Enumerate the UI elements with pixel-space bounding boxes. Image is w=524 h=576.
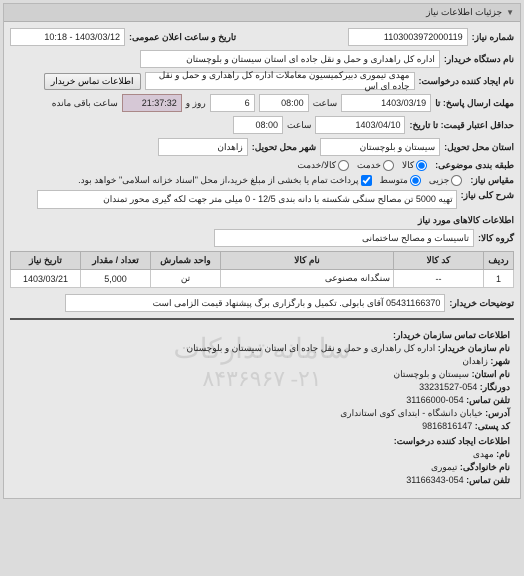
table-header-row: ردیف کد کالا نام کالا واحد شمارش تعداد /… bbox=[11, 252, 514, 270]
need-no-label: شماره نیاز: bbox=[472, 32, 514, 43]
pack-option-0[interactable]: کالا bbox=[402, 160, 427, 171]
td-qty: 5,000 bbox=[81, 270, 151, 288]
deadline-date: 1403/03/19 bbox=[341, 94, 431, 112]
province-field: سیستان و بلوچستان bbox=[320, 138, 440, 156]
requester-field: مهدی تیموری دبیرکمیسیون معاملات اداره کل… bbox=[145, 72, 415, 90]
deadline-days: 6 bbox=[210, 94, 255, 112]
td-date: 1403/03/21 bbox=[11, 270, 81, 288]
contact-buyer-button[interactable]: اطلاعات تماس خریدار bbox=[44, 73, 141, 90]
scale-radio-1[interactable] bbox=[410, 175, 421, 186]
buyer-field: اداره کل راهداری و حمل و نقل جاده ای است… bbox=[140, 50, 440, 68]
pack-radio-0[interactable] bbox=[416, 160, 427, 171]
buyer-note-label: توضیحات خریدار: bbox=[449, 298, 514, 309]
td-code: -- bbox=[394, 270, 484, 288]
divider bbox=[10, 318, 514, 320]
th-code: کد کالا bbox=[394, 252, 484, 270]
deadline-days-suffix: روز و bbox=[186, 98, 206, 109]
chevron-down-icon: ▼ bbox=[506, 8, 514, 17]
panel-title: جزئیات اطلاعات نیاز bbox=[426, 7, 502, 18]
scale-option-1[interactable]: متوسط bbox=[380, 175, 421, 186]
contact-title: اطلاعات تماس سازمان خریدار: bbox=[393, 330, 510, 340]
deadline-time: 08:00 bbox=[259, 94, 309, 112]
goods-table: ردیف کد کالا نام کالا واحد شمارش تعداد /… bbox=[10, 251, 514, 288]
buyer-label: نام دستگاه خریدار: bbox=[444, 54, 514, 65]
deadline-counter: 21:37:32 bbox=[122, 94, 182, 112]
scale-option-0[interactable]: جزیی bbox=[429, 175, 463, 186]
validity-date: 1403/04/10 bbox=[315, 116, 405, 134]
pack-radio-2[interactable] bbox=[338, 160, 349, 171]
requester-label: نام ایجاد کننده درخواست: bbox=[419, 76, 514, 87]
th-qty: تعداد / مقدار bbox=[81, 252, 151, 270]
deadline-remain: ساعت باقی مانده bbox=[52, 98, 118, 109]
deadline-label: مهلت ارسال پاسخ: تا bbox=[435, 98, 514, 109]
contact-block: سامانه تدارکات ۲۱- ۸۴۳۶۹۶۷ اطلاعات تماس … bbox=[10, 326, 514, 492]
table-row[interactable]: 1 -- سنگدانه مصنوعی تن 5,000 1403/03/21 bbox=[11, 270, 514, 288]
pack-radio-1[interactable] bbox=[383, 160, 394, 171]
city-field: زاهدان bbox=[158, 138, 248, 156]
subject-field: تهیه 5000 تن مصالح سنگی شکسته با دانه بن… bbox=[37, 190, 457, 209]
treasury-checkbox[interactable] bbox=[361, 175, 372, 186]
validity-time: 08:00 bbox=[233, 116, 283, 134]
td-name: سنگدانه مصنوعی bbox=[221, 270, 394, 288]
province-label: استان محل تحویل: bbox=[444, 142, 514, 153]
pack-option-1[interactable]: خدمت bbox=[357, 160, 394, 171]
deadline-time-label: ساعت bbox=[313, 98, 338, 109]
public-date-label: تاریخ و ساعت اعلان عمومی: bbox=[129, 32, 236, 43]
validity-time-label: ساعت bbox=[287, 120, 312, 131]
pack-label: طبقه بندی موضوعی: bbox=[435, 160, 514, 171]
req-title: اطلاعات ایجاد کننده درخواست: bbox=[394, 436, 510, 446]
td-row: 1 bbox=[484, 270, 514, 288]
th-row: ردیف bbox=[484, 252, 514, 270]
th-date: تاریخ نیاز bbox=[11, 252, 81, 270]
pack-option-2[interactable]: کالا/خدمت bbox=[297, 160, 349, 171]
buyer-note-field: 05431166370 آقای بابولی. تکمیل و بارگزار… bbox=[65, 294, 445, 312]
scale-radio-0[interactable] bbox=[451, 175, 462, 186]
goods-section-title: اطلاعات کالاهای مورد نیاز bbox=[10, 215, 514, 226]
td-unit: تن bbox=[151, 270, 221, 288]
th-name: نام کالا bbox=[221, 252, 394, 270]
public-date-field: 1403/03/12 - 10:18 bbox=[10, 28, 125, 46]
city-label: شهر محل تحویل: bbox=[252, 142, 316, 153]
goods-group-field: تاسیسات و مصالح ساختمانی bbox=[214, 229, 474, 247]
scale-label: مقیاس نیاز: bbox=[470, 175, 514, 186]
validity-label: حداقل اعتبار قیمت: تا تاریخ: bbox=[409, 120, 514, 131]
treasury-check[interactable]: پرداخت تمام یا بخشی از مبلغ خرید،از محل … bbox=[78, 175, 371, 186]
th-unit: واحد شمارش bbox=[151, 252, 221, 270]
subject-label: شرح کلی نیاز: bbox=[461, 190, 514, 201]
goods-group-label: گروه کالا: bbox=[478, 233, 514, 244]
panel-header[interactable]: ▼ جزئیات اطلاعات نیاز bbox=[4, 4, 520, 22]
need-no-field: 1103003972000119 bbox=[348, 28, 468, 46]
